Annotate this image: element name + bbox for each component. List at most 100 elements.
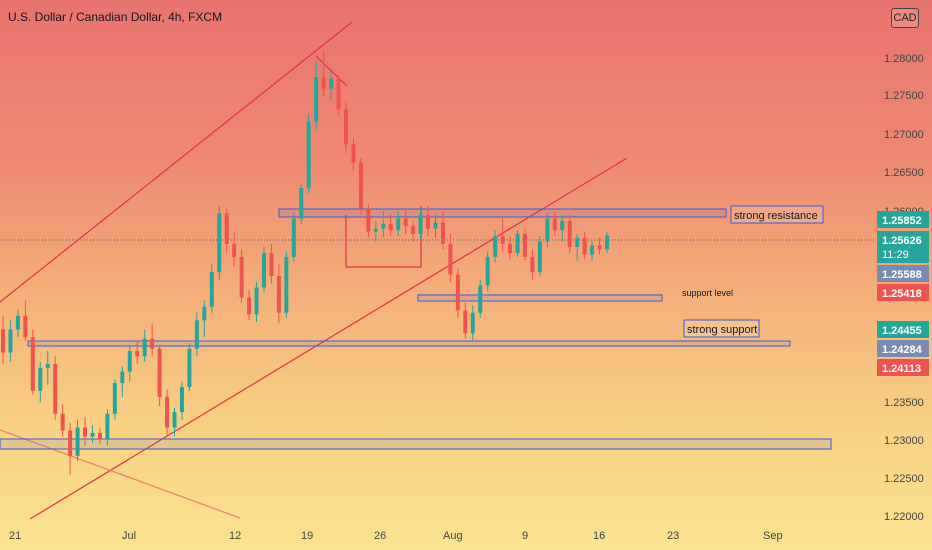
currency-badge[interactable]: CAD (891, 8, 919, 28)
candle-body[interactable] (522, 233, 527, 257)
candle-body[interactable] (30, 337, 35, 391)
candle-body[interactable] (157, 348, 162, 397)
candle-body[interactable] (68, 430, 73, 456)
candle-body[interactable] (276, 276, 281, 313)
date-axis[interactable]: 21 Jul 12 19 26 Aug 9 16 23 Sep (9, 530, 783, 542)
candle-body[interactable] (321, 77, 326, 89)
candle-body[interactable] (552, 218, 557, 231)
candle-body[interactable] (299, 188, 304, 219)
strong-support-zone[interactable] (27, 340, 791, 347)
candle-body[interactable] (202, 306, 207, 321)
candle-body[interactable] (165, 396, 170, 428)
candle-body[interactable] (90, 432, 95, 437)
candle-body[interactable] (254, 287, 259, 315)
candle-body[interactable] (306, 121, 311, 189)
strong-resistance-zone[interactable] (278, 208, 727, 218)
candle-body[interactable] (426, 214, 431, 229)
candle-body[interactable] (291, 218, 296, 257)
candle-body[interactable] (209, 272, 214, 307)
candle-body[interactable] (351, 144, 356, 163)
candle-body[interactable] (463, 310, 468, 334)
candle-body[interactable] (269, 253, 274, 276)
candle-body[interactable] (194, 320, 199, 349)
bottom-zone[interactable] (0, 438, 832, 450)
price-tag: 1.24113 (882, 363, 921, 375)
candle-body[interactable] (500, 236, 505, 244)
candle-body[interactable] (433, 222, 438, 229)
candle-body[interactable] (105, 413, 110, 440)
candle-body[interactable] (582, 237, 587, 255)
candle-body[interactable] (403, 218, 408, 227)
candle-body[interactable] (575, 237, 580, 247)
price-tag-box (877, 284, 929, 301)
candle-body[interactable] (344, 109, 349, 145)
candle-body[interactable] (590, 245, 595, 255)
candle-body[interactable] (485, 256, 490, 286)
candle-body[interactable] (358, 162, 363, 209)
candle-body[interactable] (172, 412, 177, 428)
candle-body[interactable] (448, 243, 453, 275)
candle-body[interactable] (388, 223, 393, 231)
candle-body[interactable] (224, 213, 229, 244)
candle-body[interactable] (478, 285, 483, 313)
current-price-tag: 1.25626 (882, 235, 922, 247)
candle-body[interactable] (545, 218, 550, 242)
candle-body[interactable] (537, 241, 542, 273)
candle-body[interactable] (261, 253, 266, 288)
candle-body[interactable] (605, 235, 609, 250)
candle-body[interactable] (329, 78, 334, 89)
candle-body[interactable] (515, 233, 520, 254)
candle-body[interactable] (120, 371, 125, 384)
candle-body[interactable] (150, 338, 155, 349)
candle-body[interactable] (217, 213, 222, 273)
candle-body[interactable] (284, 256, 289, 313)
support-level-zone[interactable] (417, 294, 663, 302)
strong-support-label[interactable]: strong support (687, 324, 757, 336)
candle-body[interactable] (418, 214, 423, 234)
candle-body[interactable] (45, 363, 50, 368)
candle-body[interactable] (187, 348, 192, 387)
candle-body[interactable] (396, 218, 401, 231)
candle-body[interactable] (127, 350, 132, 372)
candle-body[interactable] (142, 338, 147, 357)
candle-body[interactable] (239, 256, 244, 298)
candle-body[interactable] (493, 236, 498, 257)
candle-body[interactable] (15, 315, 20, 330)
candle-body[interactable] (366, 208, 371, 232)
candle-body[interactable] (567, 220, 572, 247)
candle-body[interactable] (336, 78, 341, 110)
price-tick: 1.23500 (884, 397, 924, 409)
candle-body[interactable] (530, 256, 535, 273)
strong-resistance-label[interactable]: strong resistance (734, 210, 818, 222)
candle-body[interactable] (373, 228, 378, 232)
candle-body[interactable] (508, 243, 513, 254)
candle-body[interactable] (314, 77, 319, 122)
candle-body[interactable] (440, 222, 445, 244)
candle-body[interactable] (8, 329, 13, 353)
candle-body[interactable] (179, 386, 184, 413)
candle-body[interactable] (455, 274, 460, 311)
candle-body[interactable] (83, 427, 88, 437)
candle-body[interactable] (75, 427, 80, 456)
candle-body[interactable] (411, 226, 416, 234)
candle-body[interactable] (53, 363, 58, 414)
support-level-label[interactable]: support level (682, 288, 733, 298)
candle-body[interactable] (23, 315, 28, 338)
candle-body[interactable] (1, 329, 5, 353)
price-axis[interactable]: 1.28000 1.27500 1.27000 1.26500 1.26000 … (884, 53, 924, 523)
candle-body[interactable] (232, 243, 237, 257)
candle-body[interactable] (112, 383, 117, 414)
price-tag: 1.24284 (882, 344, 923, 356)
candle-body[interactable] (381, 223, 386, 229)
candle-body[interactable] (470, 312, 475, 334)
candle-body[interactable] (38, 367, 43, 391)
candle-body[interactable] (97, 432, 102, 440)
candle-body[interactable] (247, 297, 252, 315)
candle-body[interactable] (135, 350, 140, 357)
candle-body[interactable] (597, 245, 602, 250)
candle-body[interactable] (60, 413, 65, 431)
candle-body[interactable] (560, 220, 565, 231)
price-tag-box (877, 211, 929, 228)
price-tag-box (877, 321, 929, 338)
